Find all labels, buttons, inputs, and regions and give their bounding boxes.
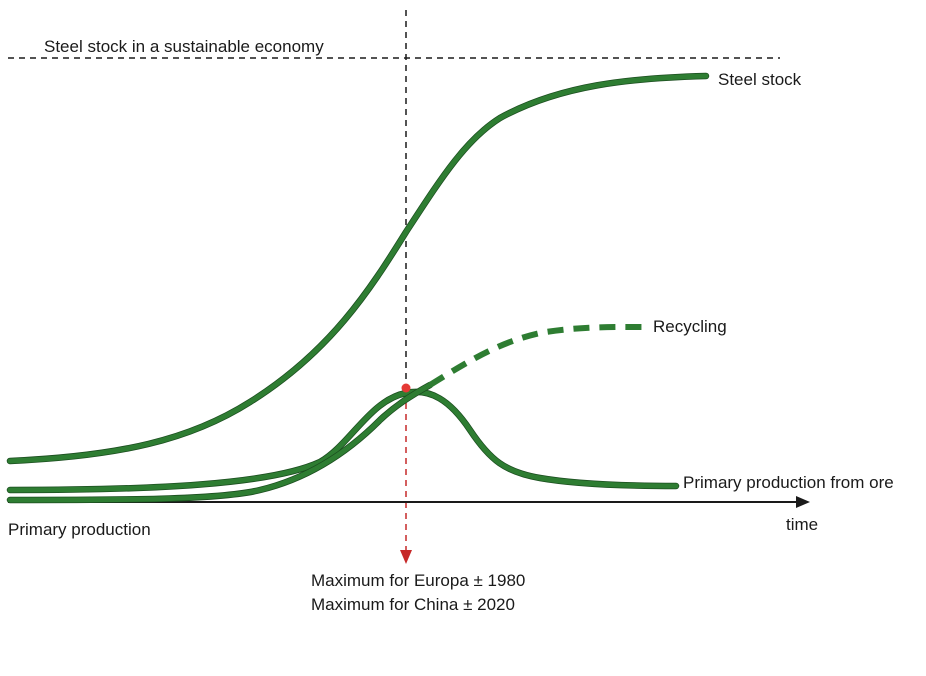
primary-production-label: Primary production bbox=[8, 520, 151, 539]
primary-from-ore-label: Primary production from ore bbox=[683, 473, 894, 492]
steel-stock-label: Steel stock bbox=[718, 70, 802, 89]
time-axis-label: time bbox=[786, 515, 818, 534]
recycling-label: Recycling bbox=[653, 317, 727, 336]
steel-stock-curve-edge bbox=[6, 72, 710, 465]
recycling-curve-dashed bbox=[428, 323, 651, 388]
steel-stock-curve bbox=[7, 73, 709, 464]
time-axis-arrowhead bbox=[796, 496, 810, 508]
peak-arrow-head bbox=[400, 550, 412, 564]
recycling-curve-solid bbox=[7, 382, 433, 503]
peak-marker-dot bbox=[401, 383, 411, 393]
sustainable-stock-label: Steel stock in a sustainable economy bbox=[44, 37, 324, 56]
primary-production-curve bbox=[7, 389, 679, 493]
max-china-label: Maximum for China ± 2020 bbox=[311, 595, 515, 614]
max-europe-label: Maximum for Europa ± 1980 bbox=[311, 571, 525, 590]
